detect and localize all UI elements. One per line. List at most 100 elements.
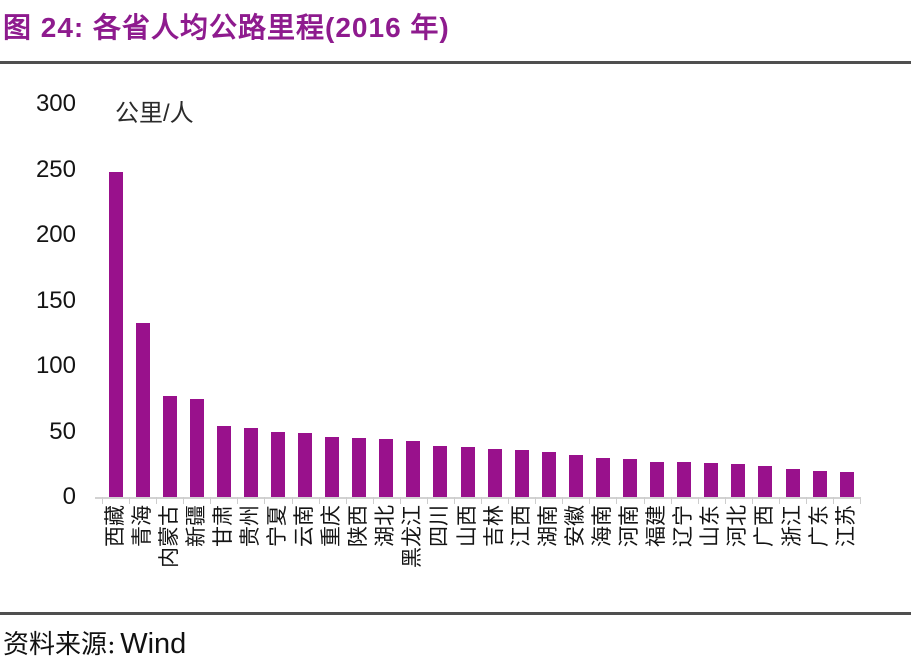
- bar: [243, 427, 258, 497]
- x-axis-tickmark: [535, 497, 537, 504]
- bar: [270, 431, 285, 497]
- x-axis-tickmark: [724, 497, 726, 504]
- y-axis-tick-label: 300: [35, 90, 76, 117]
- y-axis-tick-label: 0: [62, 483, 76, 510]
- x-axis-tickmark: [454, 497, 455, 504]
- x-axis-tickmark: [210, 497, 212, 504]
- x-axis-tickmark: [616, 497, 618, 504]
- x-axis-tickmark: [589, 497, 591, 504]
- x-axis-category-label: 江西: [509, 505, 533, 547]
- x-axis-category-label: 河南: [618, 505, 642, 547]
- x-axis-tickmark: [129, 497, 131, 504]
- x-axis-category-label: 湖南: [536, 505, 560, 547]
- bar: [433, 445, 448, 497]
- x-axis-category-label: 四川: [428, 505, 452, 547]
- bar: [487, 448, 502, 497]
- x-axis-category-label: 湖北: [374, 505, 398, 547]
- x-axis-tickmark: [101, 497, 103, 504]
- x-axis-category-label: 吉林: [482, 505, 506, 547]
- x-axis-category-label: 甘肃: [211, 505, 235, 547]
- x-axis-category-label: 内蒙古: [157, 505, 181, 568]
- x-axis-tickmark: [697, 497, 699, 504]
- x-axis-category-label: 山东: [699, 505, 723, 547]
- x-axis-tickmark: [508, 497, 510, 504]
- bar: [162, 396, 177, 497]
- x-axis-category-label: 福建: [645, 505, 669, 547]
- x-axis-category-label: 山西: [455, 505, 479, 547]
- title-divider: [0, 61, 911, 64]
- y-axis-tick-label: 200: [35, 221, 76, 248]
- bar: [623, 459, 638, 497]
- bar: [595, 457, 610, 497]
- bar: [325, 436, 340, 497]
- bar: [731, 464, 746, 497]
- y-axis-tick-label: 250: [35, 155, 76, 183]
- bar: [379, 439, 394, 497]
- y-axis-unit-label: 公里/人: [115, 100, 194, 127]
- bar: [298, 432, 313, 497]
- x-axis-category-label: 西藏: [103, 505, 127, 547]
- x-axis-category-label: 广西: [753, 505, 777, 547]
- x-axis-tickmark: [806, 497, 808, 504]
- x-axis-category-label: 宁夏: [265, 505, 289, 547]
- bar: [839, 472, 854, 497]
- bar: [785, 469, 800, 497]
- x-axis-tickmark: [291, 497, 293, 504]
- bar: [108, 172, 123, 497]
- x-axis-category-label: 河北: [726, 505, 750, 547]
- x-axis-tickmark: [426, 497, 428, 504]
- x-axis-tickmark: [860, 497, 862, 504]
- x-axis-category-label: 海南: [590, 505, 614, 547]
- bar: [568, 455, 583, 497]
- source-line: 资料来源: Wind: [3, 624, 186, 661]
- x-axis-tickmark: [264, 497, 266, 504]
- bar: [216, 426, 231, 497]
- y-axis-tick-label: 100: [35, 352, 76, 379]
- y-axis-tick-label: 50: [49, 417, 76, 445]
- source-divider: [0, 612, 911, 615]
- bar: [758, 465, 773, 497]
- x-axis-tickmark: [643, 497, 645, 504]
- bar: [650, 461, 665, 497]
- bar: [812, 470, 827, 497]
- x-axis-tickmark: [670, 497, 672, 504]
- x-axis-tickmark: [156, 497, 158, 504]
- x-axis-tickmark: [318, 497, 320, 504]
- x-axis-category-label: 江苏: [834, 505, 858, 547]
- bar: [514, 449, 529, 497]
- bar: [460, 447, 475, 497]
- x-axis-tickmark: [481, 497, 483, 504]
- x-axis-category-label: 安徽: [563, 505, 587, 547]
- bar: [135, 322, 150, 497]
- x-axis-category-label: 云南: [293, 505, 317, 547]
- x-axis-tickmark: [778, 497, 780, 504]
- x-axis-category-label: 贵州: [238, 505, 262, 547]
- x-axis-category-label: 陕西: [347, 505, 371, 547]
- x-axis-category-label: 广东: [807, 505, 831, 547]
- bar: [189, 398, 204, 497]
- bar: [406, 440, 421, 497]
- y-axis-tick-label: 150: [35, 286, 76, 314]
- x-axis-category-label: 浙江: [780, 505, 804, 547]
- x-axis-tickmark: [237, 497, 239, 504]
- bar: [704, 462, 719, 497]
- figure-title: 图 24: 各省人均公路里程(2016 年): [3, 12, 450, 43]
- bar: [541, 452, 556, 497]
- x-axis-line: [95, 497, 861, 499]
- x-axis-category-label: 青海: [130, 505, 154, 547]
- x-axis-tickmark: [345, 497, 347, 504]
- x-axis-tickmark: [751, 497, 753, 504]
- bar: [677, 461, 692, 497]
- x-axis-tickmark: [562, 497, 564, 504]
- x-axis-tickmark: [372, 497, 374, 504]
- x-axis-category-label: 重庆: [320, 505, 344, 547]
- x-axis-category-label: 黑龙江: [401, 505, 425, 568]
- x-axis-category-label: 新疆: [184, 505, 208, 547]
- x-axis-tickmark: [833, 497, 835, 504]
- source-label: 资料来源:: [3, 630, 116, 660]
- bar: [352, 438, 367, 497]
- x-axis-category-label: 辽宁: [672, 505, 696, 547]
- x-axis-tickmark: [399, 497, 401, 504]
- x-axis-tickmark: [183, 497, 185, 504]
- source-value: Wind: [120, 628, 187, 660]
